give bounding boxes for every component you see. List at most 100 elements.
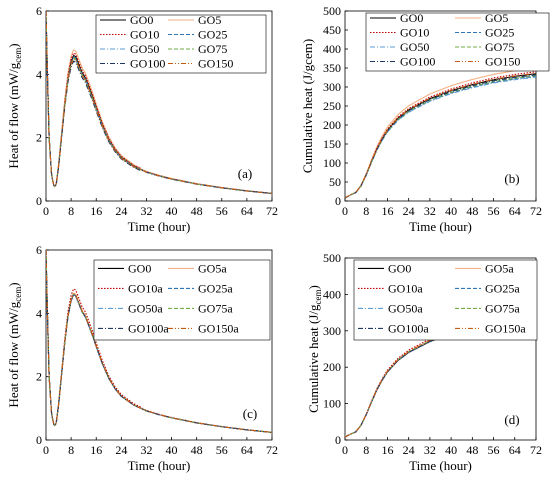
y-tick-label: 400 bbox=[323, 42, 341, 56]
y-tick-label: 0 bbox=[36, 433, 42, 447]
legend-label: GO100 bbox=[130, 56, 165, 70]
x-tick-label: 24 bbox=[403, 443, 415, 457]
x-tick-label: 16 bbox=[381, 443, 393, 457]
x-tick-label: 40 bbox=[445, 443, 457, 457]
legend-label: GO50a bbox=[388, 301, 423, 315]
x-tick-label: 48 bbox=[466, 204, 478, 218]
x-tick-label: 56 bbox=[216, 443, 228, 457]
series-line-go5 bbox=[345, 67, 536, 199]
y-tick-label: 150 bbox=[323, 137, 341, 151]
legend-label: GO75a bbox=[485, 301, 520, 315]
series-line-go50 bbox=[345, 76, 536, 199]
legend-label: GO150a bbox=[198, 321, 239, 335]
x-tick-label: 72 bbox=[266, 443, 278, 457]
y-tick-label: 0 bbox=[335, 194, 341, 208]
x-tick-label: 16 bbox=[90, 204, 102, 218]
legend-label: GO10a bbox=[128, 281, 163, 295]
y-axis-label-close: ) bbox=[6, 282, 21, 286]
legend-box bbox=[93, 259, 271, 341]
y-axis-label-close: ) bbox=[6, 43, 21, 47]
x-tick-label: 48 bbox=[191, 443, 203, 457]
legend-label: GO10 bbox=[400, 25, 429, 39]
x-tick-label: 0 bbox=[342, 443, 348, 457]
y-tick-label: 200 bbox=[323, 118, 341, 132]
legend-label: GO100 bbox=[400, 54, 435, 68]
x-tick-label: 0 bbox=[43, 204, 49, 218]
legend-label: GO50 bbox=[400, 40, 429, 54]
x-tick-label: 8 bbox=[68, 443, 74, 457]
legend-label: GO25 bbox=[485, 25, 514, 39]
x-tick-label: 8 bbox=[68, 204, 74, 218]
legend-label: GO5 bbox=[198, 13, 221, 27]
y-tick-label: 200 bbox=[323, 360, 341, 374]
y-axis-label: Heat of flow (mW/gcem) bbox=[6, 282, 23, 407]
x-tick-label: 64 bbox=[241, 204, 253, 218]
x-axis-label: Time (hour) bbox=[128, 219, 191, 234]
y-tick-label: 2 bbox=[36, 131, 42, 145]
legend-box bbox=[365, 12, 550, 72]
x-tick-label: 48 bbox=[466, 443, 478, 457]
y-tick-label: 2 bbox=[36, 370, 42, 384]
legend-label: GO75 bbox=[485, 40, 514, 54]
y-axis-label-subscript: cem bbox=[313, 290, 323, 305]
x-tick-label: 0 bbox=[43, 443, 49, 457]
series-line-go10 bbox=[345, 71, 536, 199]
x-tick-label: 56 bbox=[488, 443, 500, 457]
panel-label: (c) bbox=[243, 406, 257, 421]
x-tick-label: 40 bbox=[445, 204, 457, 218]
x-tick-label: 32 bbox=[424, 443, 436, 457]
series-line-go100 bbox=[345, 74, 536, 199]
x-tick-label: 72 bbox=[530, 204, 542, 218]
series-line-go150 bbox=[345, 72, 536, 199]
panel-label: (b) bbox=[504, 171, 519, 186]
y-tick-label: 6 bbox=[36, 243, 42, 257]
y-tick-label: 400 bbox=[323, 287, 341, 301]
legend-label: GO0 bbox=[130, 13, 153, 27]
y-tick-label: 4 bbox=[36, 67, 42, 81]
y-tick-label: 6 bbox=[36, 4, 42, 18]
y-tick-label: 0 bbox=[36, 194, 42, 208]
panel-label: (d) bbox=[504, 412, 519, 427]
y-axis-label-main: Cumulative heat (J/g bbox=[306, 304, 321, 413]
x-tick-label: 0 bbox=[342, 204, 348, 218]
legend-label: GO100a bbox=[388, 321, 429, 335]
y-tick-label: 100 bbox=[323, 156, 341, 170]
x-tick-label: 40 bbox=[166, 443, 178, 457]
legend: GO0 GO5a GO10a GO25a GO50a GO75a GO100a GO150a bbox=[93, 259, 271, 341]
x-tick-label: 24 bbox=[115, 443, 127, 457]
y-axis-label-close: ) bbox=[306, 285, 321, 289]
x-tick-label: 56 bbox=[488, 204, 500, 218]
x-tick-label: 8 bbox=[363, 204, 369, 218]
legend-box bbox=[95, 14, 267, 74]
y-axis-label-main: Heat of flow (mW/g bbox=[6, 62, 21, 168]
x-tick-label: 64 bbox=[509, 443, 521, 457]
legend-label: GO0 bbox=[388, 261, 411, 275]
legend-label: GO5 bbox=[485, 11, 508, 25]
y-tick-label: 300 bbox=[323, 324, 341, 338]
x-axis-label: Time (hour) bbox=[409, 219, 472, 234]
x-tick-label: 64 bbox=[509, 204, 521, 218]
x-tick-label: 16 bbox=[90, 443, 102, 457]
y-axis-label-main: Heat of flow (mW/g bbox=[6, 301, 21, 407]
y-tick-label: 250 bbox=[323, 99, 341, 113]
y-tick-label: 4 bbox=[36, 306, 42, 320]
legend-label: GO75 bbox=[198, 42, 227, 56]
legend-label: GO0 bbox=[128, 261, 151, 275]
series-line-go25 bbox=[345, 75, 536, 199]
chart-panel-d: 0 8 16 24 32 40 48 56 64 72 0 100 200 300 400 500 Time (… bbox=[306, 251, 542, 473]
panel-label: (a) bbox=[238, 166, 252, 181]
y-axis-label-main: Cumulative heat (J/gcem) bbox=[300, 39, 315, 173]
legend-label: GO5a bbox=[198, 261, 227, 275]
legend-label: GO5a bbox=[485, 261, 514, 275]
y-tick-label: 0 bbox=[335, 433, 341, 447]
x-tick-label: 48 bbox=[191, 204, 203, 218]
legend: GO0 GO5 GO10 GO25 GO50 GO75 GO100 GO150 bbox=[95, 13, 267, 74]
x-axis-label: Time (hour) bbox=[409, 458, 472, 473]
legend-label: GO50 bbox=[130, 42, 159, 56]
y-tick-label: 350 bbox=[323, 61, 341, 75]
legend: GO0 GO5 GO10 GO25 GO50 GO75 GO100 GO150 bbox=[365, 11, 550, 72]
y-tick-label: 50 bbox=[329, 175, 341, 189]
series-line-go150 bbox=[46, 11, 272, 195]
